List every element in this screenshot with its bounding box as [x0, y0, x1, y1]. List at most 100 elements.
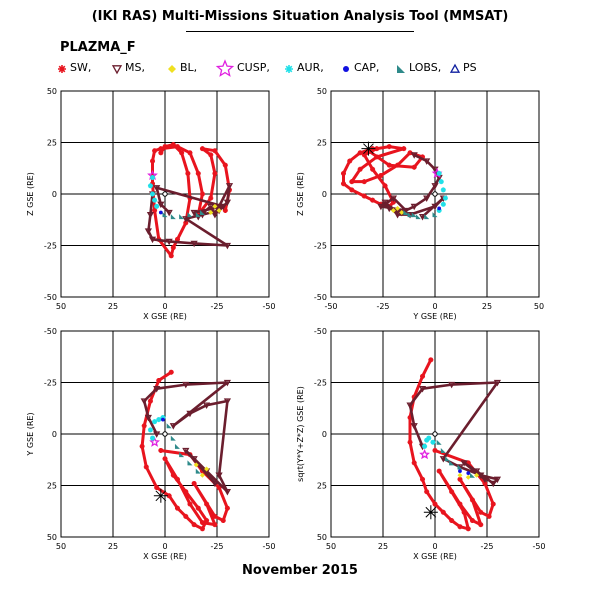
- data-point: [411, 164, 417, 170]
- data-point: [202, 402, 211, 409]
- orbit-trace: [408, 381, 499, 485]
- data-point: [143, 464, 149, 470]
- y-axis-label: sqrt(Y*Y+Z*Z) GSE (RE): [296, 386, 305, 482]
- data-point: [402, 207, 410, 215]
- data-point: [191, 480, 197, 486]
- data-point: [357, 166, 363, 172]
- data-point: [187, 212, 193, 218]
- plot-frame: [60, 90, 270, 298]
- x-axis-label: X GSE (RE): [413, 552, 457, 561]
- x-tick-label: 25: [482, 302, 492, 311]
- data-point: [204, 518, 210, 524]
- data-point: [139, 443, 145, 449]
- data-point: [466, 471, 471, 476]
- data-point: [150, 435, 156, 441]
- data-point: [469, 472, 475, 478]
- legend-label: CUSP,: [237, 61, 270, 74]
- data-point: [174, 236, 180, 242]
- data-point: [357, 150, 363, 156]
- data-point: [361, 179, 367, 185]
- series-sw: [150, 142, 232, 259]
- data-point: [472, 468, 481, 475]
- triangle-up-icon: [449, 63, 461, 73]
- data-point: [406, 402, 414, 409]
- data-point: [436, 468, 442, 474]
- data-point: [169, 423, 177, 430]
- data-point: [199, 472, 205, 478]
- data-point: [361, 193, 367, 199]
- data-point: [423, 195, 431, 202]
- data-point: [442, 195, 448, 201]
- data-point: [410, 203, 418, 211]
- data-point: [148, 236, 157, 244]
- legend-symbol: [215, 59, 235, 77]
- plot-frame: [60, 330, 270, 538]
- data-point: [457, 524, 463, 530]
- data-point: [399, 210, 405, 216]
- data-point: [162, 144, 168, 150]
- data-point: [432, 447, 438, 453]
- data-point: [457, 472, 463, 478]
- data-point: [223, 242, 232, 250]
- y-tick-label: -50: [314, 327, 327, 336]
- data-point: [199, 526, 205, 532]
- star-icon: [215, 59, 235, 77]
- data-point: [152, 197, 158, 203]
- series-bl: [390, 205, 405, 216]
- x-tick-label: 25: [378, 542, 388, 551]
- data-point: [156, 417, 162, 423]
- data-point: [144, 228, 152, 235]
- data-point: [407, 212, 413, 218]
- y-axis-label: Y GSE (RE): [26, 412, 35, 456]
- plot-frame: [330, 90, 540, 298]
- data-point: [182, 216, 190, 223]
- data-point: [204, 501, 210, 507]
- x-tick-label: 25: [108, 302, 118, 311]
- data-point: [179, 214, 185, 220]
- data-point: [170, 435, 176, 441]
- data-point: [469, 497, 475, 503]
- data-point: [170, 245, 176, 251]
- data-point: [440, 509, 446, 515]
- series-ms: [140, 379, 232, 496]
- x-tick-label: -50: [532, 542, 545, 551]
- legend-label: AUR,: [297, 61, 324, 74]
- data-point: [150, 181, 156, 187]
- x-axis-label: X GSE (RE): [143, 552, 187, 561]
- data-point: [431, 166, 439, 174]
- data-point: [386, 162, 392, 168]
- data-point: [162, 212, 168, 218]
- data-point: [225, 183, 234, 190]
- y-tick-label: 0: [52, 430, 57, 439]
- data-point: [461, 509, 467, 515]
- data-point: [401, 146, 407, 152]
- x-tick-label: 50: [56, 302, 66, 311]
- data-point: [493, 476, 502, 484]
- data-point: [183, 489, 189, 495]
- data-point: [478, 509, 484, 515]
- data-point: [439, 456, 447, 463]
- data-point: [190, 240, 198, 248]
- data-point: [195, 505, 201, 511]
- plot-frame: [330, 330, 540, 538]
- data-point: [426, 435, 432, 441]
- data-point: [436, 207, 442, 213]
- data-point: [212, 170, 218, 176]
- data-point: [340, 181, 346, 187]
- x-tick-label: -50: [262, 542, 275, 551]
- series-cap: [161, 417, 165, 422]
- y-tick-label: -25: [314, 379, 327, 388]
- series-lobs: [436, 439, 475, 478]
- series-cap: [437, 206, 442, 211]
- app-title: (IKI RAS) Multi-Missions Situation Analy…: [91, 9, 509, 24]
- data-point: [158, 447, 164, 453]
- data-point: [465, 526, 471, 532]
- data-point: [418, 386, 427, 393]
- earth-marker: [432, 431, 438, 437]
- y-tick-label: -25: [44, 242, 57, 251]
- data-point: [415, 214, 421, 220]
- data-point: [436, 439, 442, 445]
- data-point: [168, 369, 174, 375]
- data-point: [465, 474, 471, 480]
